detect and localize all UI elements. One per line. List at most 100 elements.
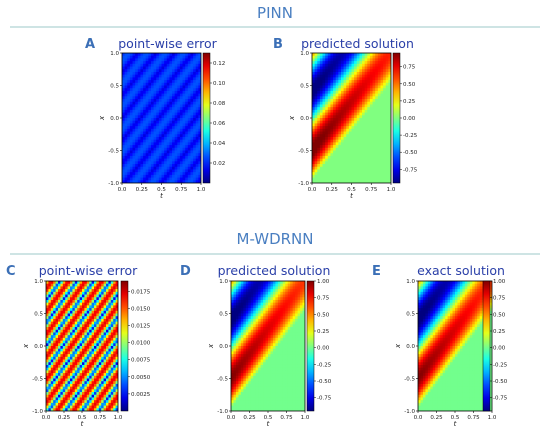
heatmap-cell: [314, 134, 318, 138]
heatmap-cell: [70, 324, 73, 328]
heatmap-cell: [193, 77, 197, 81]
heatmap-cell: [77, 294, 81, 298]
section-title-pinn: PINN: [257, 4, 293, 22]
heatmap-cell: [67, 286, 71, 290]
heatmap-cell: [94, 289, 97, 293]
heatmap-cell: [72, 294, 76, 298]
heatmap-cell: [245, 394, 249, 399]
heatmap-cell: [110, 327, 114, 331]
heatmap-cell: [94, 329, 97, 334]
heatmap-cell: [94, 378, 97, 382]
heatmap-cell: [166, 66, 170, 70]
heatmap-cell: [161, 82, 165, 87]
heatmap-cell: [319, 63, 324, 68]
heatmap-cell: [335, 145, 339, 149]
heatmap-cell: [346, 147, 350, 152]
heatmap-cell: [255, 283, 259, 288]
heatmap-cell: [198, 158, 201, 162]
heatmap-cell: [84, 302, 88, 306]
heatmap-cell: [70, 310, 73, 315]
heatmap-cell: [164, 147, 168, 152]
heatmap-cell: [82, 283, 85, 288]
heatmap-cell: [243, 324, 247, 328]
heatmap-cell: [158, 61, 163, 65]
heatmap-cell: [150, 80, 155, 84]
heatmap-cell: [96, 383, 100, 388]
heatmap-cell: [65, 335, 69, 339]
heatmap-cell: [153, 174, 157, 179]
heatmap-cell: [343, 115, 347, 119]
heatmap-cell: [255, 291, 259, 296]
heatmap-cell: [354, 96, 358, 100]
heatmap-cell: [169, 120, 173, 125]
heatmap-cell: [319, 123, 324, 127]
heatmap-cell: [383, 99, 387, 103]
heatmap-cell: [101, 378, 105, 382]
heatmap-cell: [367, 128, 371, 133]
heatmap-cell: [58, 386, 61, 390]
heatmap-cell: [312, 109, 316, 114]
heatmap-cells: [312, 53, 391, 183]
heatmap-cell: [179, 112, 184, 116]
heatmap-cell: [193, 115, 197, 119]
heatmap-cell: [327, 112, 332, 116]
heatmap-cell: [132, 104, 136, 108]
heatmap-cell: [250, 383, 254, 388]
heatmap-cell: [338, 139, 342, 143]
heatmap-cell: [86, 354, 90, 358]
heatmap-cell: [340, 63, 345, 68]
heatmap-cell: [127, 107, 131, 111]
heatmap-cell: [166, 82, 170, 87]
heatmap-cell: [377, 101, 382, 106]
heatmap-cell: [164, 58, 168, 62]
heatmap-cell: [346, 128, 350, 133]
heatmap-cell: [338, 142, 342, 146]
heatmap-cell: [145, 136, 149, 141]
heatmap-cell: [148, 63, 152, 68]
heatmap-cell: [182, 55, 186, 60]
heatmap-cell: [161, 139, 165, 143]
heatmap-cell: [182, 90, 186, 95]
heatmap-cell: [179, 131, 184, 135]
heatmap-cell: [101, 321, 105, 325]
heatmap-cell: [106, 408, 109, 411]
heatmap-cell: [150, 180, 155, 183]
heatmap-cell: [340, 66, 345, 70]
heatmap-cell: [156, 104, 160, 108]
heatmap-cell: [364, 109, 368, 114]
heatmap-cell: [48, 362, 52, 366]
heatmap-cell: [380, 82, 384, 87]
heatmap-cell: [179, 74, 184, 78]
heatmap-cell: [367, 58, 371, 62]
heatmap-cell: [185, 58, 189, 62]
heatmap-cell: [62, 383, 66, 388]
heatmap-cell: [161, 80, 165, 84]
heatmap-cell: [346, 177, 350, 181]
heatmap-cell: [145, 69, 149, 73]
heatmap-cell: [187, 145, 192, 149]
heatmap-cell: [255, 364, 259, 369]
heatmap-cell: [377, 93, 382, 97]
heatmap-cell: [375, 63, 379, 68]
heatmap-cell: [70, 402, 73, 407]
heatmap-cell: [101, 318, 105, 323]
heatmap-cell: [113, 281, 117, 285]
heatmap-cell: [62, 310, 66, 315]
heatmap-cell: [233, 386, 237, 390]
heatmap-cell: [145, 96, 149, 100]
heatmap-cell: [48, 354, 52, 358]
heatmap-cell: [77, 332, 81, 336]
heatmap-cell: [335, 112, 339, 116]
heatmap-cell: [124, 104, 128, 108]
heatmap-cell: [319, 131, 324, 135]
heatmap-cell: [74, 332, 78, 336]
heatmap-cell: [182, 147, 186, 152]
heatmap-cell: [115, 335, 118, 339]
heatmap-cell: [50, 381, 54, 385]
heatmap-cell: [148, 109, 152, 114]
heatmap-cell: [110, 318, 114, 323]
heatmap-cell: [327, 101, 332, 106]
heatmap-cell: [174, 85, 178, 89]
heatmap-cell: [94, 343, 97, 347]
